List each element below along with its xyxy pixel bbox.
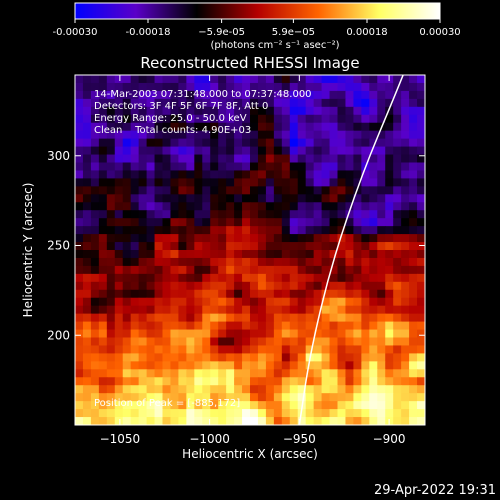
- colorbar-tick-label: −5.9e-05: [198, 27, 245, 38]
- y-tick-label: 250: [47, 239, 70, 253]
- info-line-detectors: Detectors: 3F 4F 5F 6F 7F 8F, Att 0: [94, 101, 268, 112]
- y-axis-label: Heliocentric Y (arcsec): [21, 183, 35, 318]
- info-line-time: 14-Mar-2003 07:31:48.000 to 07:37:48.000: [94, 89, 312, 100]
- solar-limb-line: [298, 75, 404, 425]
- timestamp: 29-Apr-2022 19:31: [374, 483, 496, 498]
- x-tick-label: −1000: [189, 432, 230, 446]
- colorbar-tick-label: 0.00030: [419, 27, 460, 38]
- info-line-clean: Clean Total counts: 4.90E+03: [94, 125, 251, 136]
- colorbar-units: (photons cm⁻² s⁻¹ asec⁻²): [210, 40, 339, 51]
- heatmap-image: [75, 75, 425, 425]
- colorbar-tick-label: 0.00018: [346, 27, 387, 38]
- plot-frame: [74, 74, 426, 426]
- y-tick-label: 300: [47, 149, 70, 163]
- x-axis-label: Heliocentric X (arcsec): [182, 447, 318, 461]
- colorbar-ticks: -0.00030 -0.00018 −5.9e-05 5.9e−05 0.00018 0.…: [53, 19, 461, 38]
- y-tick-label: 200: [47, 328, 70, 342]
- y-axis: 200 250 300: [47, 149, 425, 342]
- colorbar-tick-label: 5.9e−05: [272, 27, 315, 38]
- info-line-energy: Energy Range: 25.0 - 50.0 keV: [94, 113, 247, 124]
- colorbar-tick-label: -0.00018: [126, 27, 171, 38]
- x-tick-label: −1050: [100, 432, 141, 446]
- observation-info: 14-Mar-2003 07:31:48.000 to 07:37:48.000…: [94, 89, 312, 136]
- colorbar-tick-label: -0.00030: [53, 27, 98, 38]
- x-tick-label: −900: [373, 432, 406, 446]
- chart-title: Reconstructed RHESSI Image: [140, 54, 359, 72]
- colorbar: [74, 2, 441, 20]
- x-axis: −1050 −1000 −950 −900: [100, 75, 406, 446]
- x-tick-label: −950: [283, 432, 316, 446]
- peak-position-label: Position of Peak = [-885,172]: [94, 398, 240, 409]
